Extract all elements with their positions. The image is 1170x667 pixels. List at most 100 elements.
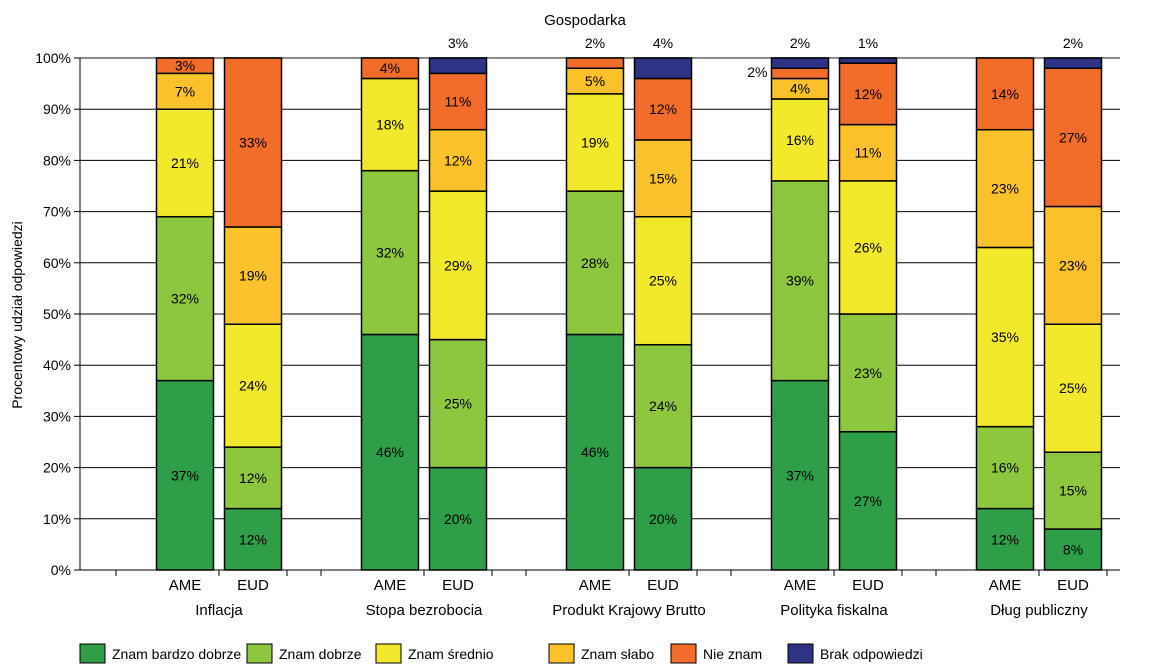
legend-swatch [79,643,106,664]
value-label: 46% [376,444,404,460]
legend-label: Znam średnio [408,646,494,662]
value-label: 2% [790,35,810,51]
value-label: 35% [991,329,1019,345]
bar-segment [633,466,693,571]
bar-segment [838,180,898,315]
value-labels: 37% 32% 21% 7% 3% 12% 12% 24% 19% 33% 46% 32% 18% 4% 2… [171,35,1087,558]
bar-segment [838,123,898,182]
bar-segment [428,190,488,341]
bar-segment [838,57,898,64]
bar-segment [155,379,215,571]
value-label: 24% [239,378,267,394]
value-label: 4% [653,35,673,51]
value-label: 25% [444,396,472,412]
bar-segment [633,343,693,469]
legend-label: Znam słabo [581,646,654,662]
value-label: 19% [239,268,267,284]
value-label: 37% [786,467,814,483]
y-tick-label: 50% [43,306,71,322]
bar-segment [633,139,693,218]
bar-segment [565,67,625,95]
x-axis-labels: AME EUD Inflacja AME EUD Stopa bezrobocia AME E… [169,577,1089,619]
bar-segment [428,466,488,571]
x-sublabel: AME [579,577,612,594]
x-sublabel: AME [784,577,817,594]
value-label: 19% [581,134,609,150]
bar-segment [1043,451,1103,530]
x-group-label: Polityka fiskalna [780,602,888,619]
value-label: 23% [854,365,882,381]
bar-segment [838,313,898,433]
y-axis-ticks: 0% 10% 20% 30% 40% 50% 60% 70% 80% 90% 100% [35,50,80,578]
value-label: 28% [581,255,609,271]
bar-segment [223,57,283,228]
bar-segment [155,215,215,382]
value-label: 15% [649,170,677,186]
value-label: 5% [585,73,605,89]
bar-segment [1043,323,1103,453]
value-label: 4% [790,81,810,97]
bar-segment [155,57,215,75]
value-label: 3% [175,58,195,74]
bar-segments [155,57,1103,571]
bar-segment [633,215,693,346]
value-label: 21% [171,155,199,171]
bar-segment [770,67,830,80]
value-label: 4% [380,60,400,76]
value-label: 7% [175,83,195,99]
bar-segment [428,57,488,75]
value-label: 12% [239,470,267,486]
value-label: 20% [649,511,677,527]
x-sublabel: AME [169,577,202,594]
chart-title: Gospodarka [544,12,626,29]
value-label: 37% [171,467,199,483]
y-tick-label: 30% [43,408,71,424]
legend-label: Znam bardzo dobrze [112,646,241,662]
bar-segment [565,57,625,69]
value-label: 39% [786,273,814,289]
bar-segment [565,190,625,336]
value-label: 12% [444,152,472,168]
value-label: 18% [376,117,404,133]
y-tick-label: 90% [43,101,71,117]
bar-segment [1043,57,1103,69]
value-label: 25% [1059,380,1087,396]
bar-segment [838,62,898,126]
value-label: 23% [1059,257,1087,273]
value-label: 15% [1059,483,1087,499]
value-label: 16% [991,460,1019,476]
bar-segment [428,338,488,469]
legend: Znam bardzo dobrze Znam dobrze Znam średni… [79,643,923,664]
legend-swatch [670,643,697,664]
value-label: 1% [858,35,878,51]
value-label: 33% [239,134,267,150]
x-sublabel: EUD [852,577,884,594]
x-sublabel: EUD [647,577,679,594]
bar-segment [633,77,693,141]
value-label: 32% [171,291,199,307]
bar-segment [565,333,625,571]
x-sublabel: EUD [1057,577,1089,594]
legend-swatch [375,643,402,664]
y-tick-label: 0% [51,562,71,578]
bar-segment [1043,67,1103,208]
x-group-label: Stopa bezrobocia [366,602,483,619]
bar-segment [223,226,283,325]
bar-segment [975,425,1035,510]
y-tick-label: 70% [43,204,71,220]
value-label: 27% [1059,129,1087,145]
value-label: 2% [747,64,767,80]
value-label: 24% [649,398,677,414]
bar-segment [975,128,1035,249]
x-sublabel: EUD [442,577,474,594]
value-label: 2% [1063,35,1083,51]
value-label: 2% [585,35,605,51]
bar-segment [223,323,283,448]
legend-label: Brak odpowiedzi [820,646,923,662]
y-tick-label: 10% [43,511,71,527]
legend-swatch [246,643,273,664]
value-label: 11% [445,94,472,110]
bar-segment [565,93,625,192]
value-label: 23% [991,181,1019,197]
bar-segment [360,57,420,80]
